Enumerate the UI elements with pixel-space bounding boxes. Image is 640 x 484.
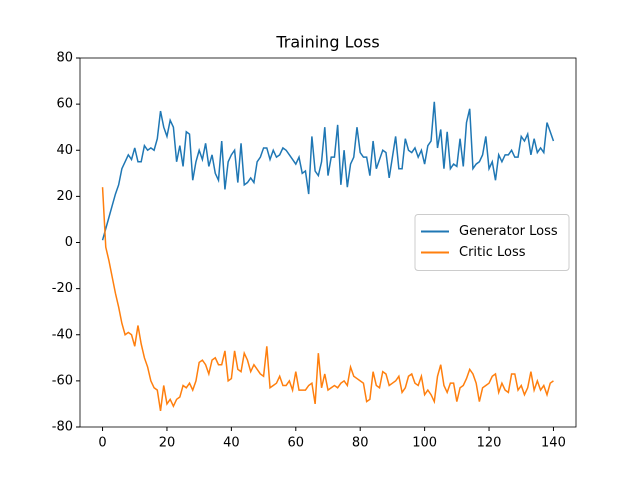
y-tick-label: 60	[56, 97, 73, 112]
line-series	[101, 187, 554, 411]
line-series	[101, 101, 555, 241]
x-tick-label: 40	[223, 436, 240, 451]
y-tick-label: 20	[56, 189, 73, 204]
legend-box	[414, 214, 570, 271]
x-tick-label: 100	[412, 436, 437, 451]
x-tick-label: 60	[288, 436, 305, 451]
x-tick-label: 0	[98, 436, 106, 451]
y-tick-label: -40	[52, 327, 73, 342]
chart-title: Training Loss	[275, 33, 379, 52]
y-tick-label: 40	[56, 143, 73, 158]
y-tick-label: -60	[52, 373, 73, 388]
y-tick-label: 0	[65, 235, 73, 250]
x-tick-label: 120	[477, 436, 502, 451]
y-tick-label: -20	[52, 281, 73, 296]
x-tick-label: 20	[159, 436, 176, 451]
plot-frame	[79, 57, 577, 428]
x-tick-label: 140	[541, 436, 566, 451]
x-tick-label: 80	[352, 436, 369, 451]
y-tick-label: -80	[52, 420, 73, 435]
y-tick-label: 80	[56, 51, 73, 66]
legend-label: Generator Loss	[459, 224, 558, 239]
legend-label: Critic Loss	[459, 245, 526, 260]
